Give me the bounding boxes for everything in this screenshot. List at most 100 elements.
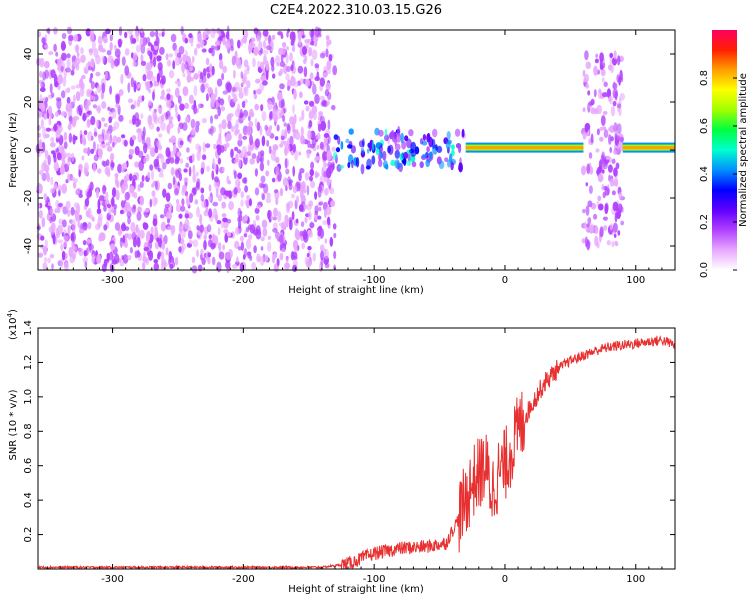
spectrogram-cell <box>61 183 68 194</box>
spectrogram-cell <box>83 250 88 257</box>
spectrogram-cell <box>112 126 116 132</box>
spectrogram-cell <box>203 239 207 251</box>
spectrogram-cell <box>89 48 93 56</box>
spectrogram-cell <box>191 56 195 64</box>
spectrogram-cell <box>384 164 389 170</box>
spectrogram-cell <box>145 81 151 91</box>
spectrogram-cell <box>84 104 90 112</box>
spectrogram-cell <box>177 126 181 134</box>
spectrogram-cell <box>314 205 319 214</box>
spectrogram-cell <box>206 165 211 172</box>
spectrogram-cell <box>193 99 197 109</box>
spectrogram-cell <box>96 84 102 94</box>
spectrogram-cell <box>264 255 269 262</box>
spectrogram-cell <box>347 162 351 169</box>
spectrogram-cell <box>253 245 257 254</box>
spectrogram-cell <box>327 119 331 130</box>
spectrogram-cell <box>300 28 304 36</box>
snr-frame <box>37 327 676 570</box>
spectrogram-cell <box>202 68 207 77</box>
spectrogram-cell <box>208 208 213 219</box>
spectrogram-cell <box>256 253 261 263</box>
spectrogram-cell <box>586 163 590 175</box>
spectrogram-cell <box>131 135 137 141</box>
spectrogram-cell <box>90 81 95 90</box>
spectrogram-cell <box>254 103 259 111</box>
spectrogram-cell <box>138 160 144 172</box>
spectrogram-cell <box>165 247 169 256</box>
spectrogram-cell <box>68 34 74 41</box>
spectrogram-cell <box>310 180 316 189</box>
spectrogram-cell <box>411 161 417 168</box>
spectrogram-cell <box>217 157 222 165</box>
spectrogram-cell <box>68 132 73 143</box>
spectrogram-cell <box>140 60 147 66</box>
spectrogram-cell <box>270 215 274 221</box>
spectrogram-cell <box>161 31 165 37</box>
spectrogram-cell <box>322 151 328 161</box>
spectrogram-cell <box>233 69 236 79</box>
spectrogram-cell <box>48 226 54 233</box>
spectrogram-cell <box>306 185 310 196</box>
spectrogram-cell <box>130 77 135 88</box>
spectrogram-cell <box>193 73 199 80</box>
colorbar-label: Normalized spectral amplitude <box>738 73 749 227</box>
spectrogram-cell <box>249 158 255 165</box>
spectrogram-cell <box>382 150 387 161</box>
spectrogram-cell <box>83 130 88 136</box>
spectrogram-cell <box>378 129 384 137</box>
spectrogram-cell <box>320 120 327 131</box>
spectrogram-cell <box>612 201 619 212</box>
spectrogram-cell <box>234 146 239 152</box>
spectrogram-cell <box>79 189 83 195</box>
spectrogram-cell <box>154 146 159 154</box>
spectrogram-cell <box>234 81 240 90</box>
spectrogram-cell <box>61 90 66 99</box>
spectrogram-cell <box>279 143 284 148</box>
spectrogram-cell <box>90 72 94 79</box>
spectrogram-cell <box>189 193 194 203</box>
spectrogram-cell <box>287 200 294 209</box>
spectrogram-cell <box>179 158 183 164</box>
spectrogram-cell <box>114 173 119 178</box>
snr-y-tick-label: 0.6 <box>23 458 34 474</box>
spectrogram-cell <box>110 243 116 251</box>
spectrogram-cell <box>70 85 76 90</box>
spectrogram-cell <box>92 104 98 109</box>
spectrogram-cell <box>104 166 111 176</box>
spectrogram-cell <box>89 30 95 35</box>
spectrogram-cell <box>324 89 330 97</box>
spectrogram-cell <box>312 252 317 262</box>
spectrogram-cell <box>147 42 152 47</box>
spectrogram-cell <box>611 158 616 165</box>
spectrogram-cell <box>217 242 222 251</box>
spectrogram-cell <box>390 159 396 167</box>
spectrogram-cell <box>277 31 283 36</box>
spectrogram-cell <box>314 93 320 105</box>
spectrogram-cell <box>121 56 126 66</box>
spectrogram-cell <box>71 176 75 182</box>
spectrogram-cell <box>201 75 207 84</box>
spectrogram-cell <box>254 117 258 128</box>
spectrogram-cell <box>298 38 302 46</box>
spectrogram-cell <box>324 262 330 269</box>
spectrogram-cell <box>142 37 148 46</box>
spectrogram-cell <box>107 55 114 64</box>
spectrogram-cell <box>240 71 244 79</box>
spectrogram-cell <box>197 32 203 43</box>
spectrogram-cell <box>251 42 256 48</box>
spectrogram-cell <box>425 159 431 168</box>
spectrogram-cell <box>249 224 256 234</box>
spectrogram-cell <box>307 245 312 251</box>
colorbar-tick-label: 0.8 <box>699 70 710 86</box>
spectrogram-cell <box>187 230 193 240</box>
spectrogram-cell <box>52 233 56 245</box>
spectrogram-cell <box>107 106 111 111</box>
spectrogram-cell <box>192 239 199 248</box>
spectrogram-cell <box>426 146 430 153</box>
spectrogram-cell <box>196 43 201 49</box>
spectrogram-cell <box>205 93 209 102</box>
spectrogram-cell <box>147 50 152 56</box>
spectrogram-cell <box>132 236 138 248</box>
